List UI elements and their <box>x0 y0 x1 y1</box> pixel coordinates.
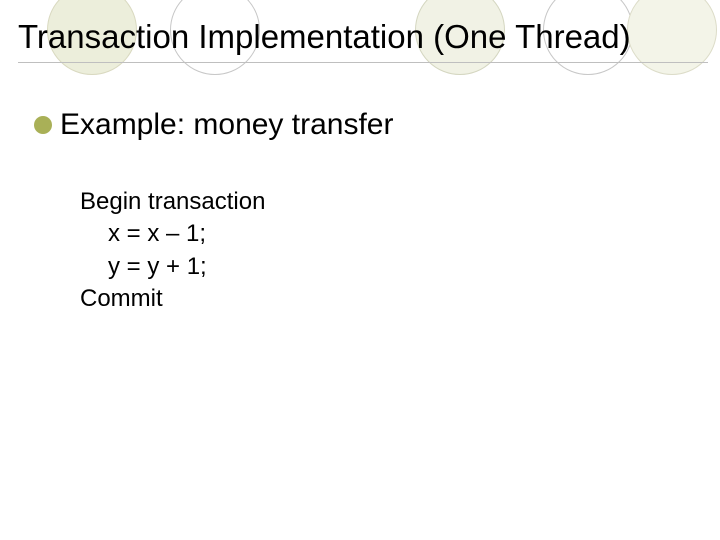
code-commit: Commit <box>80 283 265 315</box>
code-line-2: y = y + 1; <box>80 251 265 283</box>
example-bullet-row: Example: money transfer <box>34 108 393 142</box>
slide-title: Transaction Implementation (One Thread) <box>18 18 708 63</box>
bullet-icon <box>34 116 52 134</box>
code-line-1: x = x – 1; <box>80 218 265 250</box>
code-block: Begin transaction x = x – 1; y = y + 1; … <box>80 186 265 316</box>
example-label: Example: money transfer <box>60 108 393 142</box>
code-begin: Begin transaction <box>80 186 265 218</box>
